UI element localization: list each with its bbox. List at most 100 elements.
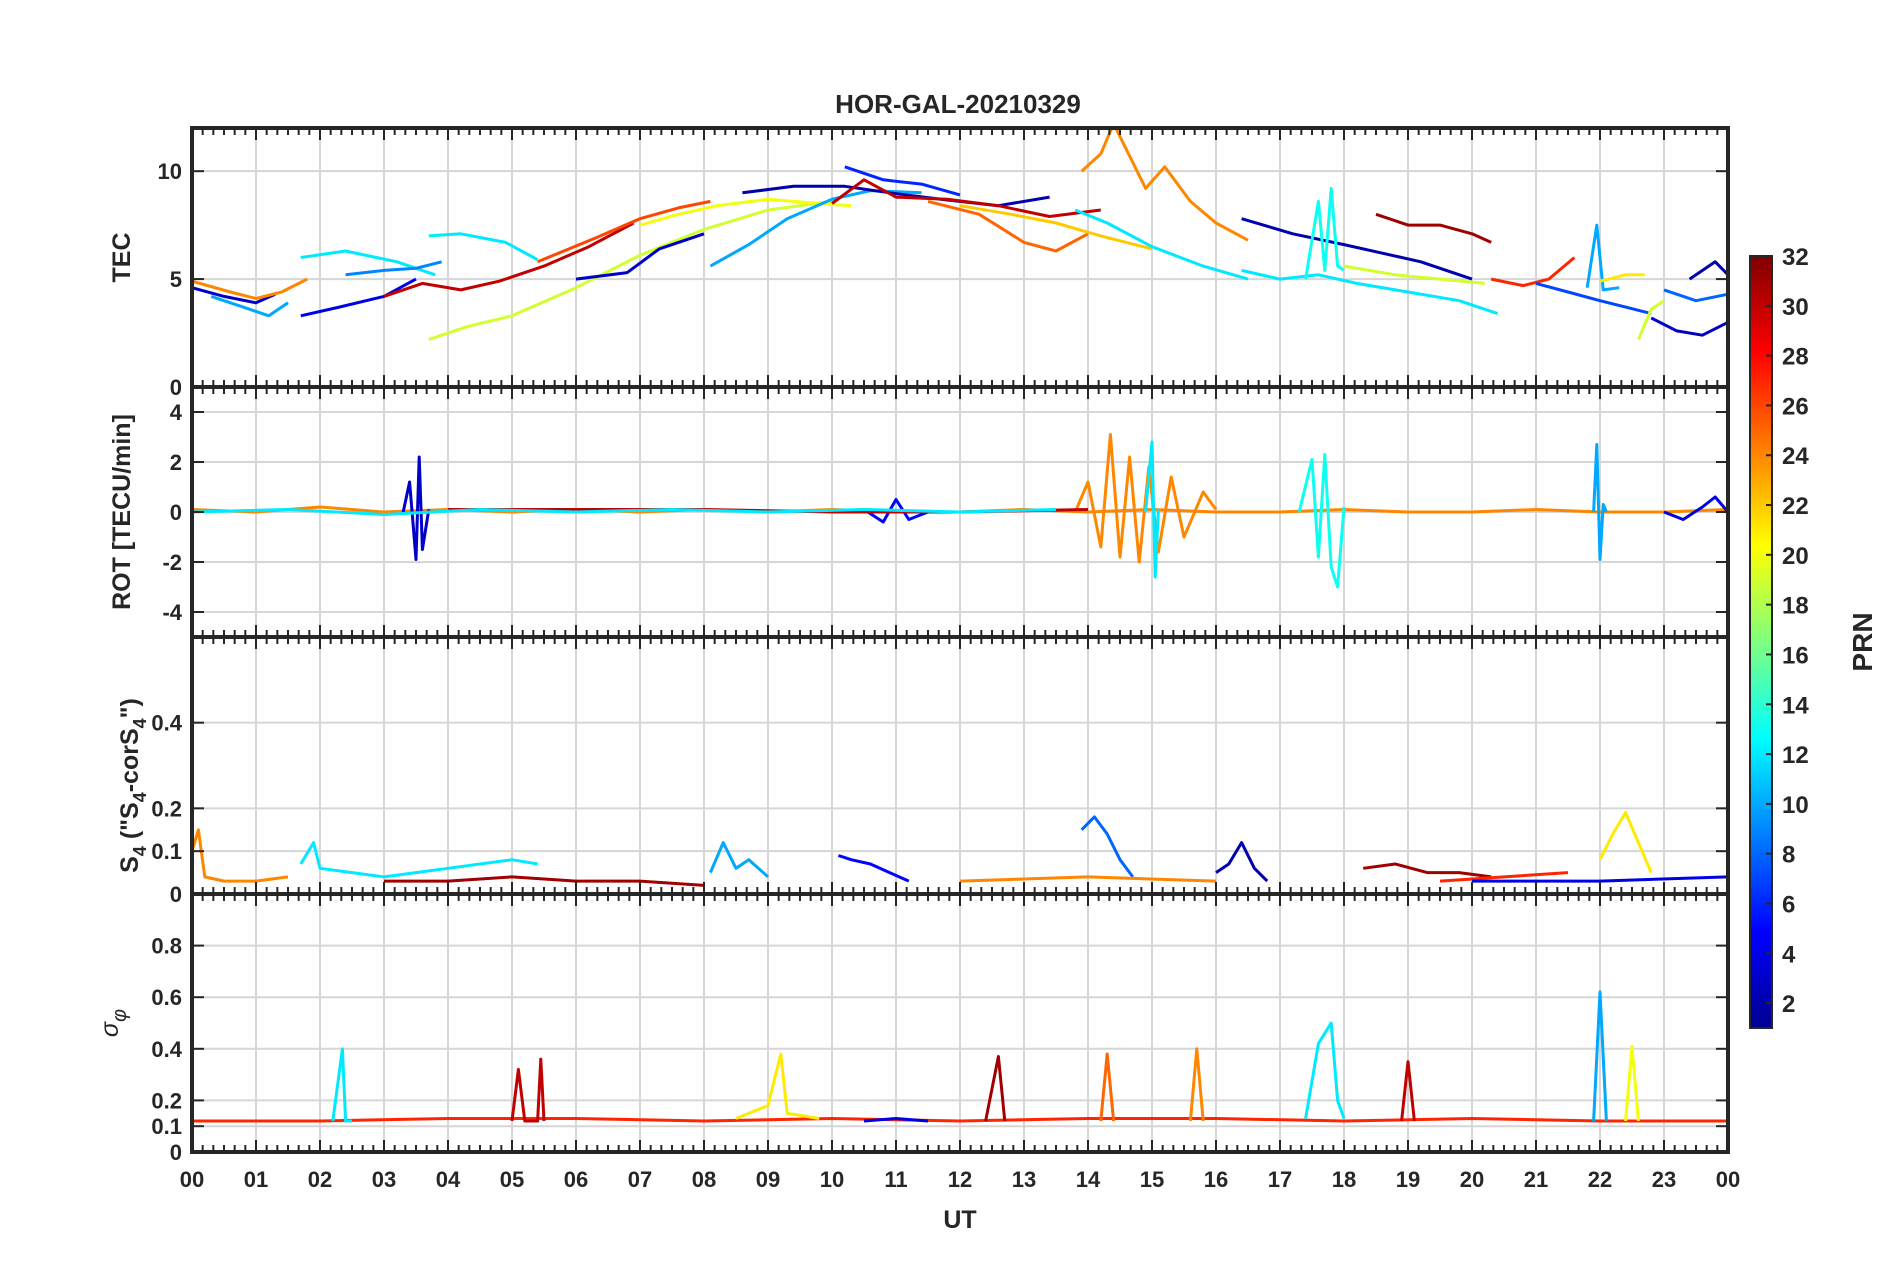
series-line-prn-10	[709, 841, 770, 879]
colorbar-tick-label: 12	[1782, 742, 1809, 769]
series-line-prn-30	[383, 221, 635, 298]
x-tick-label: 04	[436, 1167, 461, 1192]
series-line-prn-13	[1304, 186, 1345, 280]
y-axis-label-part: 4	[130, 792, 150, 802]
series-line-prn-21	[1599, 273, 1645, 283]
series-line-prn-13	[1297, 453, 1346, 589]
series-line-prn-24	[1073, 433, 1218, 564]
x-tick-label: 00	[180, 1167, 204, 1192]
series-line-prn-24	[192, 828, 289, 883]
y-axis-label-part: σ	[96, 1021, 124, 1037]
y-tick-label: -2	[162, 550, 182, 575]
y-axis-label-part: 4	[130, 718, 150, 728]
series-line-prn-27	[1490, 256, 1576, 288]
x-tick-label: 10	[820, 1167, 844, 1192]
x-axis: 00 01 02 03 04 05 06 07 08 09 10 11 12 13 14 15 16 17 18 19…	[180, 1167, 1740, 1234]
colorbar-tick-label: 2	[1782, 991, 1795, 1018]
y-tick-label: 2	[170, 450, 182, 475]
series-line-prn-12	[428, 232, 539, 262]
series-line-prn-9	[345, 260, 442, 277]
x-tick-label: 08	[692, 1167, 716, 1192]
series-line-prn-24	[1080, 128, 1249, 242]
y-axis-label-part: φ	[109, 1009, 131, 1022]
series-line-prn-31	[984, 1055, 1007, 1122]
panel-rot: -4 -2 0 2 4 ROT [TECU/min]	[108, 385, 1730, 639]
series-line-prn-4	[1663, 495, 1728, 521]
series-line-prn-5	[837, 854, 910, 883]
colorbar-tick-label: 6	[1782, 891, 1795, 918]
series-line-prn-4	[1472, 875, 1728, 883]
x-tick-label: 19	[1396, 1167, 1420, 1192]
x-axis-label: UT	[943, 1206, 976, 1234]
y-tick-label: 0.4	[151, 711, 182, 736]
series-line-prn-24	[192, 277, 308, 300]
colorbar-tick-label: 20	[1782, 543, 1809, 570]
y-axis-label-part: 4	[130, 846, 150, 856]
y-tick-label: 0.2	[151, 796, 182, 821]
series-group	[192, 128, 1728, 341]
y-tick-label: 5	[170, 267, 182, 292]
y-tick-label: 4	[170, 400, 183, 425]
y-tick-label: 10	[158, 159, 182, 184]
series-line-prn-8	[1080, 815, 1135, 878]
x-tick-label: 17	[1268, 1167, 1292, 1192]
series-line-prn-25	[1099, 1052, 1116, 1122]
series-line-prn-26	[537, 199, 711, 264]
series-line-prn-31	[1375, 212, 1492, 244]
series-line-prn-2	[1215, 841, 1269, 883]
y-axis-label-part: -corS	[116, 728, 144, 792]
colorbar-tick-label: 32	[1782, 244, 1809, 271]
y-tick-label: 0	[170, 1140, 182, 1165]
series-line-prn-21	[1598, 811, 1653, 874]
x-tick-label: 02	[308, 1167, 332, 1192]
colorbar-label: PRN	[1847, 612, 1878, 671]
series-line-prn-31	[384, 875, 705, 887]
series-line-prn-19	[1637, 299, 1665, 341]
series-line-prn-19	[1343, 264, 1485, 285]
series-line-prn-30	[510, 1057, 546, 1123]
x-tick-label: 14	[1076, 1167, 1101, 1192]
series-line-prn-30	[1400, 1060, 1416, 1122]
series-line-prn-2	[1688, 260, 1728, 281]
series-line-prn-12	[1074, 208, 1249, 281]
chart-title: HOR-GAL-20210329	[835, 89, 1081, 119]
x-tick-label: 22	[1588, 1167, 1612, 1192]
y-tick-label: 0	[170, 882, 182, 907]
y-axis-label-part: ("S	[116, 802, 144, 846]
series-line-prn-3	[192, 286, 276, 305]
y-tick-label: -4	[162, 600, 182, 625]
panel-tec: 0 5 10 TEC	[108, 126, 1730, 400]
colorbar-tick-label: 24	[1782, 443, 1809, 470]
x-tick-label: 16	[1204, 1167, 1228, 1192]
y-tick-label: 0.2	[151, 1088, 182, 1113]
x-tick-label: 13	[1012, 1167, 1036, 1192]
colorbar-tick-label: 10	[1782, 792, 1809, 819]
series-line-prn-8	[1663, 288, 1728, 303]
series-line-prn-31	[1363, 862, 1492, 879]
colorbar-tick-label: 4	[1782, 941, 1796, 968]
x-tick-label: 15	[1140, 1167, 1164, 1192]
colorbar-tick-label: 8	[1782, 842, 1795, 869]
x-tick-label: 18	[1332, 1167, 1356, 1192]
y-tick-label: 0.1	[151, 1114, 182, 1139]
series-line-prn-3	[1650, 316, 1728, 337]
series-line-prn-5	[863, 498, 929, 524]
series-line-prn-3	[401, 455, 431, 561]
series-line-prn-30	[831, 178, 1101, 218]
series-line-prn-12	[299, 841, 538, 879]
x-tick-label: 05	[500, 1167, 524, 1192]
x-tick-label: 06	[564, 1167, 588, 1192]
x-tick-label: 11	[884, 1167, 907, 1192]
series-line-prn-7	[1535, 281, 1652, 316]
x-tick-label: 09	[756, 1167, 780, 1192]
colorbar-tick-label: 22	[1782, 493, 1809, 520]
colorbar-gradient	[1749, 255, 1773, 1029]
y-tick-label: 0	[170, 500, 182, 525]
series-line-prn-20	[1624, 1044, 1640, 1122]
x-tick-label: 07	[628, 1167, 652, 1192]
series-line-prn-4	[300, 277, 417, 318]
y-tick-label: 0.8	[151, 934, 182, 959]
x-tick-label: 03	[372, 1167, 396, 1192]
